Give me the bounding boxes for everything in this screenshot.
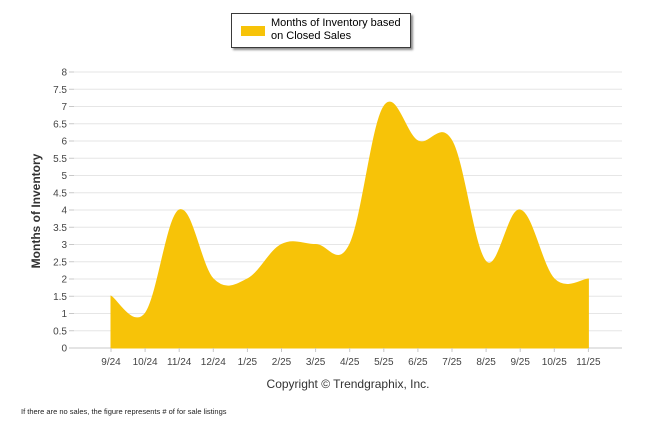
y-axis-ticks: 0 0.5 1 1.5 2 2.5 3 3.5 4 4.5 5 5.5 6 6.5 7 7.5 8 [53,68,67,355]
y-tick-label: 2 [61,275,67,286]
x-tick-label: 6/25 [408,357,428,368]
y-tick-label: 6 [61,137,67,148]
y-tick-label: 5.5 [53,154,67,165]
x-tick-label: 1/25 [238,357,258,368]
legend-label: Months of Inventory based on Closed Sale… [271,17,401,42]
x-tick-label: 4/25 [340,357,360,368]
x-tick-label: 11/25 [576,357,601,368]
y-tick-label: 8 [61,68,67,79]
footnote-text: If there are no sales, the figure repres… [21,407,227,416]
y-tick-label: 3 [61,240,67,251]
x-tick-label: 9/25 [510,357,530,368]
x-tick-label: 2/25 [272,357,292,368]
copyright-text: Copyright © Trendgraphix, Inc. [266,377,430,391]
y-tick-label: 0.5 [53,326,67,337]
x-tick-label: 12/24 [201,357,226,368]
y-tick-label: 1.5 [53,292,67,303]
area-fill [110,101,589,349]
y-tick-label: 3.5 [53,223,67,234]
y-tick-label: 0 [61,344,67,355]
x-tick-label: 5/25 [374,357,394,368]
x-axis-ticks: 9/24 10/24 11/24 12/24 1/25 2/25 3/25 4/25 5/25 6… [101,348,601,368]
y-tick-label: 2.5 [53,257,67,268]
y-axis-title: Months of Inventory [29,153,43,268]
x-tick-label: 7/25 [442,357,462,368]
y-tick-label: 6.5 [53,119,67,130]
x-tick-label: 8/25 [476,357,496,368]
y-tick-label: 4.5 [53,188,67,199]
x-tick-label: 10/24 [133,357,158,368]
x-tick-label: 10/25 [542,357,567,368]
legend-swatch [241,26,265,36]
y-tick-label: 7 [61,102,67,113]
area-series [110,101,589,349]
x-tick-label: 9/24 [101,357,121,368]
x-tick-label: 11/24 [167,357,192,368]
x-tick-label: 3/25 [306,357,326,368]
y-tick-label: 1 [61,309,67,320]
y-tick-label: 5 [61,171,67,182]
legend: Months of Inventory based on Closed Sale… [231,13,411,48]
y-tick-label: 7.5 [53,85,67,96]
y-tick-label: 4 [61,206,67,217]
